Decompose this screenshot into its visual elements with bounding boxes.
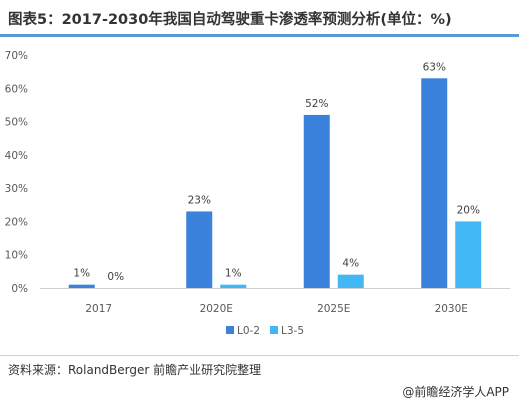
bar-chart: 0% 10% 20% 30% 40% 50% 60% 70% 1% 0% 23% 1% 52% 4% 63… [5, 50, 510, 337]
data-label: 1% [73, 268, 90, 280]
legend-swatch-l3-5 [270, 326, 278, 334]
y-axis-ticks: 0% 10% 20% 30% 40% 50% 60% 70% [5, 50, 28, 295]
y-tick-label: 70% [5, 50, 28, 62]
bar-l0-2 [68, 284, 95, 288]
bar-l3-5 [337, 274, 364, 288]
bar-l0-2 [186, 211, 213, 288]
legend-swatch-l0-2 [226, 326, 234, 334]
data-label: 0% [107, 271, 124, 283]
source-divider [0, 355, 519, 356]
bars [68, 78, 482, 289]
source-note: 资料来源：RolandBerger 前瞻产业研究院整理 [8, 363, 262, 377]
title-underline [0, 34, 519, 37]
bar-l0-2 [421, 78, 448, 288]
y-tick-label: 0% [11, 283, 28, 295]
x-tick-label: 2025E [317, 303, 350, 315]
data-label: 1% [225, 268, 242, 280]
y-tick-label: 20% [5, 216, 28, 228]
y-tick-label: 40% [5, 150, 28, 162]
x-tick-label: 2017 [85, 303, 112, 315]
bar-l3-5 [455, 221, 482, 288]
bar-l3-5 [220, 284, 247, 288]
data-label: 4% [342, 258, 359, 270]
data-label: 63% [423, 61, 446, 73]
bar-value-labels: 1% 0% 23% 1% 52% 4% 63% 20% [73, 61, 480, 283]
data-label: 20% [457, 204, 480, 216]
y-tick-label: 60% [5, 83, 28, 95]
x-tick-label: 2020E [200, 303, 233, 315]
chart-title: 图表5：2017-2030年我国自动驾驶重卡渗透率预测分析(单位：%) [8, 12, 452, 28]
credit-watermark: @前瞻经济学人APP [402, 385, 509, 399]
legend: L0-2 L3-5 [226, 325, 304, 337]
data-label: 52% [305, 98, 328, 110]
legend-label: L3-5 [281, 325, 304, 337]
legend-label: L0-2 [237, 325, 260, 337]
y-tick-label: 10% [5, 250, 28, 262]
x-tick-label: 2030E [435, 303, 468, 315]
data-label: 23% [188, 194, 211, 206]
y-tick-label: 30% [5, 183, 28, 195]
y-tick-label: 50% [5, 117, 28, 129]
x-axis-ticks: 2017 2020E 2025E 2030E [85, 303, 468, 315]
bar-l0-2 [303, 114, 330, 289]
